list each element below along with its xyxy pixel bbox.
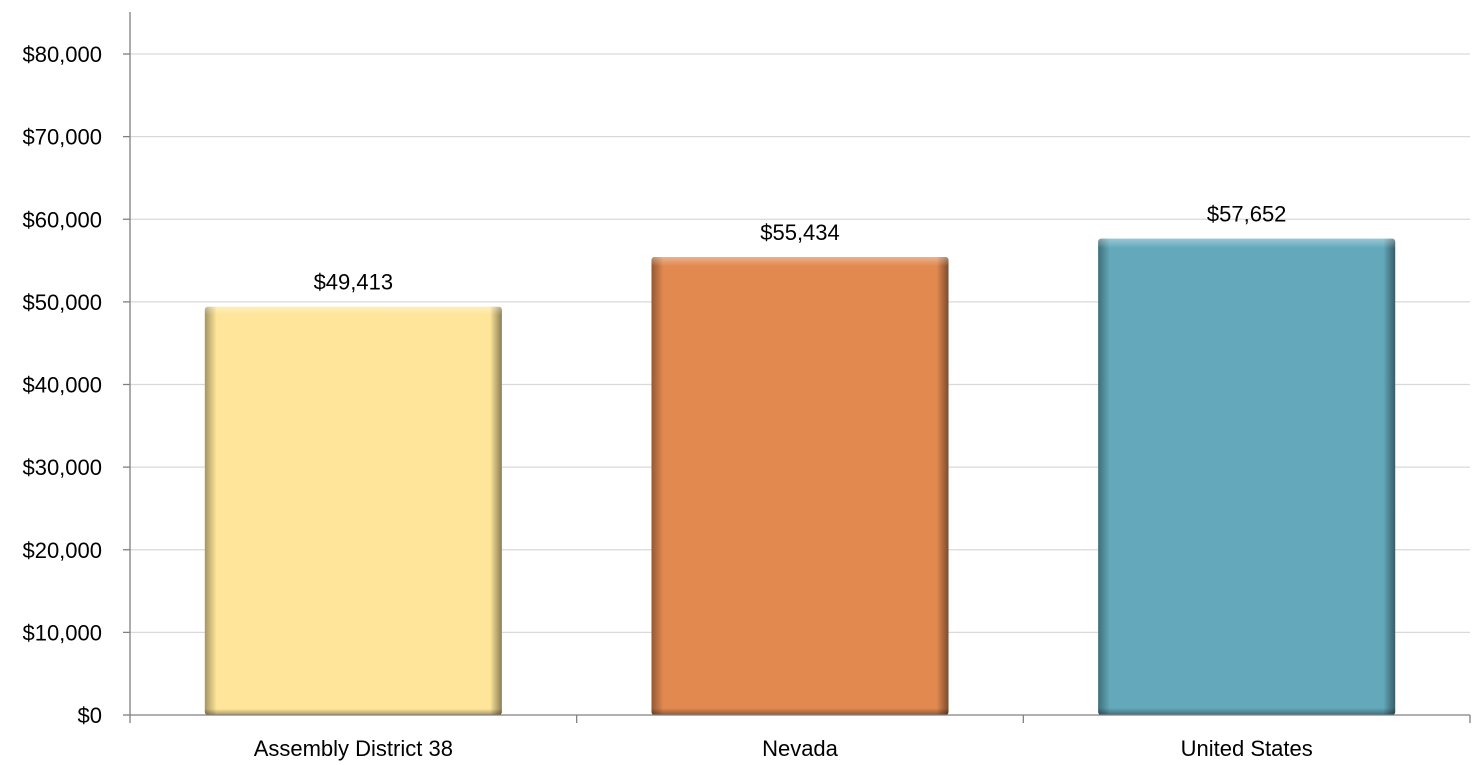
y-tick-label: $40,000 — [22, 373, 102, 398]
bars — [204, 238, 1396, 716]
bar-2 — [1098, 238, 1396, 716]
data-labels: $49,413 $55,434 $57,652 — [314, 202, 1287, 295]
y-tick-labels: $0 $10,000 $20,000 $30,000 $40,000 $50,000 $60… — [22, 42, 102, 728]
x-category-label: Assembly District 38 — [254, 736, 453, 761]
y-tick-label: $0 — [78, 703, 102, 728]
bar-bevel-ends — [1098, 238, 1396, 716]
bar-1 — [651, 256, 949, 715]
x-category-label: United States — [1181, 736, 1313, 761]
bar-0 — [204, 306, 502, 715]
data-label: $49,413 — [314, 270, 394, 295]
y-tick-label: $30,000 — [22, 455, 102, 480]
axes — [123, 12, 1471, 723]
y-tick-label: $60,000 — [22, 207, 102, 232]
data-label: $57,652 — [1207, 202, 1287, 227]
bar-bevel-ends — [204, 306, 502, 715]
y-tick-label: $20,000 — [22, 538, 102, 563]
x-category-labels: Assembly District 38 Nevada United States — [254, 736, 1313, 761]
y-tick-label: $80,000 — [22, 42, 102, 67]
data-label: $55,434 — [760, 220, 840, 245]
bar-bevel-ends — [651, 256, 949, 715]
x-category-label: Nevada — [762, 736, 839, 761]
y-tick-label: $70,000 — [22, 125, 102, 150]
y-tick-label: $10,000 — [22, 620, 102, 645]
y-tick-label: $50,000 — [22, 290, 102, 315]
